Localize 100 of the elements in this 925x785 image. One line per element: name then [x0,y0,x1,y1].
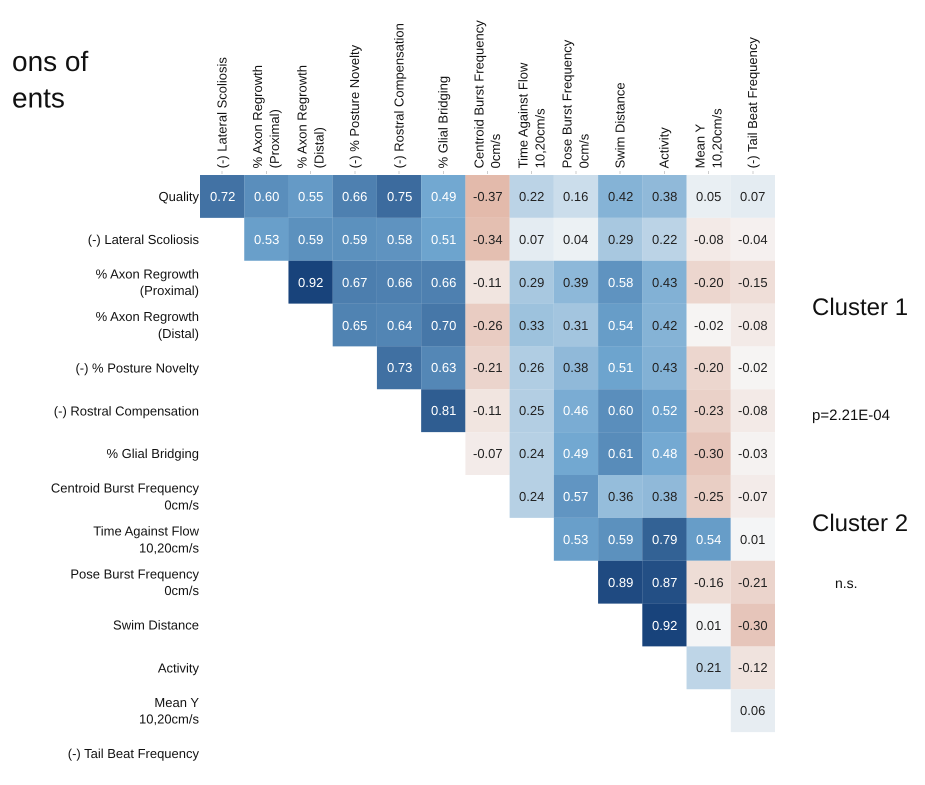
data-label: 0.66 [342,189,368,204]
data-label: 0.79 [652,532,678,547]
data-label: 0.22 [519,189,544,204]
data-label: 0.73 [387,360,412,375]
x-tick-label: Time Against Flow 10,20cm/s [516,62,548,168]
data-label: 0.55 [298,189,324,204]
data-label: 0.31 [563,318,588,333]
data-label: -0.03 [738,446,768,461]
data-label: 0.59 [298,232,324,247]
data-label: 0.51 [431,232,456,247]
data-label: -0.08 [738,403,768,418]
data-label: -0.30 [738,618,768,633]
data-label: 0.38 [563,360,588,375]
data-label: 0.53 [254,232,280,247]
y-tick-label: % Axon Regrowth (Distal) [96,309,199,341]
data-label: -0.11 [473,275,502,290]
data-label: 0.53 [563,532,588,547]
y-tick-label: Mean Y 10,20cm/s [139,694,200,727]
data-label: 0.60 [254,189,280,204]
data-label: 0.64 [387,318,412,333]
data-label: 0.61 [608,446,634,461]
y-tick-label: Quality [158,188,200,204]
data-label: 0.24 [519,446,544,461]
x-tick-label: (-) % Posture Novelty [347,44,362,168]
data-label: 0.36 [608,489,634,504]
data-label: -0.12 [738,660,768,675]
data-label: 0.89 [608,575,634,590]
data-label: -0.23 [694,403,724,418]
data-label: 0.58 [608,275,634,290]
y-tick-label: (-) Tail Beat Frequency [68,746,200,762]
data-label: 0.06 [740,703,766,718]
data-label: 0.01 [696,618,722,633]
data-label: 0.29 [519,275,544,290]
data-label: -0.16 [694,575,724,590]
data-label: -0.20 [694,360,724,375]
data-label: -0.34 [473,232,503,247]
data-label: 0.25 [519,403,544,418]
data-label: 0.92 [298,275,324,290]
text: p=2.21E-04 [812,407,890,424]
text: ons of ents [12,46,88,114]
data-label: 0.59 [608,532,634,547]
data-label: 0.43 [652,275,678,290]
data-label: 0.16 [563,189,588,204]
data-label: 0.52 [652,403,678,418]
data-label: 0.04 [563,232,588,247]
y-tick-label: Swim Distance [113,618,199,633]
data-label: 0.26 [519,360,544,375]
text: Cluster 2 [812,510,908,537]
data-label: -0.02 [694,318,724,333]
data-label: -0.08 [694,232,724,247]
data-label: 0.59 [342,232,368,247]
data-label: 0.49 [563,446,588,461]
data-label: 0.24 [519,489,544,504]
data-label: -0.04 [738,232,768,247]
x-tick-label: % Axon Regrowth (Distal) [294,65,326,168]
x-tick-label: Centroid Burst Frequency 0cm/s [471,20,504,168]
x-tick-label: (-) Rostral Compensation [391,23,406,168]
y-tick-label: % Axon Regrowth (Proximal) [96,266,199,298]
data-label: 0.07 [740,189,766,204]
data-label: 0.29 [608,232,634,247]
y-tick-label: (-) Lateral Scoliosis [88,232,200,247]
data-label: 0.49 [431,189,456,204]
data-label: 0.42 [608,189,634,204]
data-label: -0.21 [473,360,503,375]
data-label: -0.25 [694,489,724,504]
y-tick-label: Pose Burst Frequency 0cm/s [70,566,200,598]
data-label: -0.21 [738,575,768,590]
y-tick-label: Time Against Flow 10,20cm/s [93,523,200,556]
data-label: 0.42 [652,318,678,333]
x-tick-label: % Glial Bridging [435,76,450,168]
data-label: 0.66 [431,275,456,290]
data-label: 0.54 [608,318,634,333]
data-label: 0.75 [387,189,412,204]
data-label: 0.48 [652,446,678,461]
data-label: -0.08 [738,318,768,333]
data-label: 0.72 [210,189,236,204]
data-label: -0.37 [473,189,503,204]
data-label: -0.11 [473,403,502,418]
x-tick-label: Swim Distance [612,82,628,168]
data-label: 0.65 [342,318,368,333]
data-label: 0.92 [652,618,678,633]
data-label: 0.70 [431,318,456,333]
text: n.s. [835,575,858,591]
data-label: 0.33 [519,318,544,333]
data-label: 0.87 [652,575,678,590]
data-label: 0.43 [652,360,678,375]
text: Cluster 1 [812,294,908,321]
x-tick-label: Pose Burst Frequency 0cm/s [560,39,592,168]
data-label: 0.05 [696,189,722,204]
data-label: 0.21 [696,660,722,675]
data-label: 0.60 [608,403,634,418]
y-tick-label: Activity [158,660,200,676]
data-label: -0.02 [738,360,768,375]
data-label: 0.67 [342,275,368,290]
x-tick-label: Mean Y 10,20cm/s [692,108,724,168]
data-label: 0.38 [652,189,678,204]
data-label: 0.63 [431,360,456,375]
data-label: -0.15 [738,275,768,290]
data-label: 0.66 [387,275,412,290]
data-label: -0.07 [473,446,503,461]
